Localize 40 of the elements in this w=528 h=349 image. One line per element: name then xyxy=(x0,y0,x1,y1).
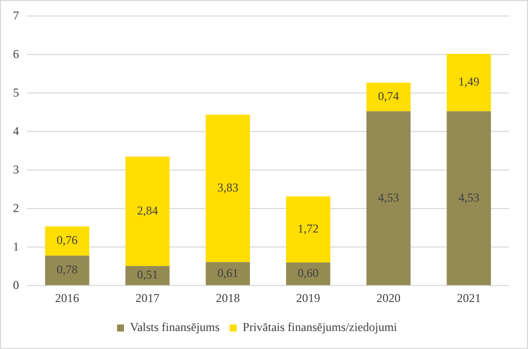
data-label: 0,60 xyxy=(298,266,319,280)
data-label: 0,76 xyxy=(56,233,78,248)
data-label: 0,78 xyxy=(56,262,78,276)
data-label: 2,84 xyxy=(137,203,158,218)
y-tick-label: 2 xyxy=(13,200,19,215)
data-label: 4,53 xyxy=(458,190,480,204)
bar xyxy=(125,266,170,286)
y-tick-label: 4 xyxy=(13,124,19,138)
y-tick-label: 0 xyxy=(13,278,19,292)
bar xyxy=(366,111,411,286)
data-label: 1,49 xyxy=(458,74,480,89)
y-tick-label: 6 xyxy=(13,46,19,61)
data-label: 0,61 xyxy=(217,266,238,280)
data-label: 1,72 xyxy=(298,222,319,236)
x-tick-label: 2021 xyxy=(456,290,481,305)
bar xyxy=(286,196,330,263)
x-tick-label: 2018 xyxy=(216,290,240,305)
y-tick-label: 1 xyxy=(13,239,19,254)
legend-label: Valsts finansējums xyxy=(130,320,220,334)
x-tick-label: 2017 xyxy=(136,290,160,305)
bar xyxy=(45,226,90,256)
bar xyxy=(446,111,491,286)
bar xyxy=(206,262,250,286)
bar xyxy=(366,82,411,112)
y-tick-label: 7 xyxy=(13,8,19,22)
data-label: 4,53 xyxy=(378,190,399,204)
data-label: 0,74 xyxy=(378,89,399,104)
x-tick-label: 2016 xyxy=(55,290,80,305)
x-tick-label: 2020 xyxy=(376,290,400,305)
data-label: 3,83 xyxy=(217,180,238,195)
bar xyxy=(446,54,491,112)
legend-label: Privātais finansējums/ziedojumi xyxy=(242,320,398,334)
y-tick-label: 5 xyxy=(13,85,19,100)
data-label: 0,51 xyxy=(137,268,158,282)
bar xyxy=(125,156,170,266)
bar xyxy=(45,256,90,286)
x-tick-label: 2019 xyxy=(296,290,320,305)
bar xyxy=(286,262,330,286)
y-tick-label: 3 xyxy=(13,162,19,176)
bar xyxy=(206,114,250,262)
